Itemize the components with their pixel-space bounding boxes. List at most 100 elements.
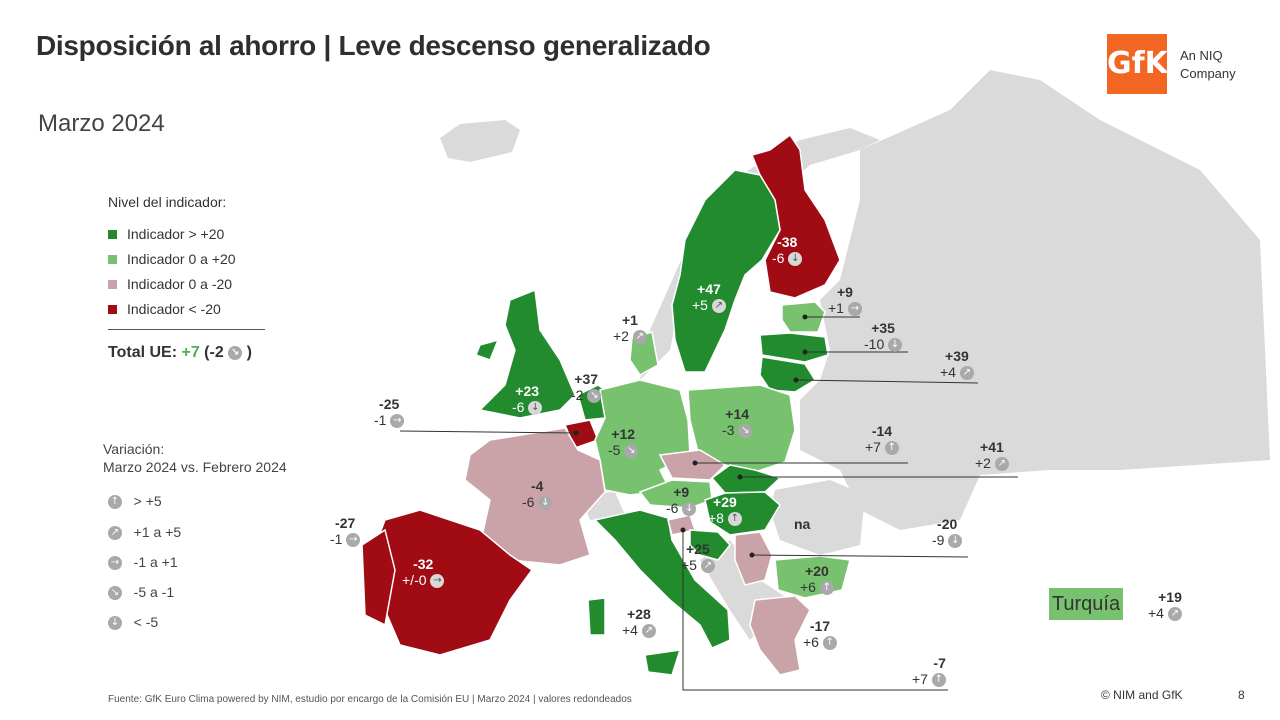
gfk-logo: GfK — [1107, 34, 1168, 94]
france-shape — [464, 427, 606, 566]
country-label-ie: +23 -6 ↓ — [512, 383, 543, 416]
country-label-se: +47 +5 ↗ — [692, 281, 726, 314]
slovakia-shape — [710, 464, 782, 494]
arrow-down-right-icon: ↘ — [738, 424, 753, 439]
legend-title: Nivel del indicador: — [108, 194, 227, 210]
country-label-hu: +29 +8 ↑ — [708, 494, 742, 527]
country-label-dk: +1 +2 ↗ — [613, 312, 647, 345]
country-label-lv: +35 -10 ↓ — [864, 320, 903, 353]
eu-countries — [361, 133, 851, 676]
country-label-ee: +9 +1 → — [828, 284, 862, 317]
arrow-right-icon: → — [390, 414, 405, 429]
ireland-shape — [475, 338, 500, 361]
romania-shape — [770, 480, 865, 555]
leader-dots — [573, 314, 808, 558]
country-label-gr: -17 +6 ↑ — [803, 618, 837, 651]
logo-tagline-line1: An NIQ — [1180, 48, 1223, 63]
country-label-nl: +37 -2 ↘ — [571, 371, 602, 404]
arrow-down-icon: ↓ — [108, 616, 122, 631]
country-label-hr: +25 +5 ↗ — [681, 541, 715, 574]
lithuania-shape — [759, 356, 817, 393]
czechia-shape — [658, 449, 727, 481]
arrow-up-right-icon: ↗ — [632, 330, 647, 345]
sicily-shape — [644, 649, 682, 676]
arrow-down-right-icon: ↘ — [624, 444, 639, 459]
arrow-up-icon: ↑ — [819, 581, 834, 596]
country-label-be: -25 -1 → — [374, 396, 405, 429]
page-subtitle: Marzo 2024 — [38, 110, 165, 137]
country-label-it: +28 +4 ↗ — [622, 606, 656, 639]
country-label-lu: -27 -1 → — [330, 515, 361, 548]
variation-item: → -1 a +1 — [108, 554, 178, 571]
arrow-right-icon: → — [430, 574, 445, 589]
arrow-right-icon: → — [108, 556, 122, 571]
arrow-up-icon: ↑ — [108, 495, 122, 510]
source-note: Fuente: GfK Euro Clima powered by NIM, e… — [108, 694, 632, 705]
turkey-box: Turquía — [1049, 588, 1123, 620]
country-label-tr: +19 +4 ↗ — [1148, 589, 1182, 622]
arrow-down-right-icon: ↘ — [587, 389, 602, 404]
arrow-down-icon: ↓ — [888, 338, 903, 353]
arrow-down-icon: ↓ — [538, 496, 553, 511]
variation-item: ↘ -5 a -1 — [108, 584, 174, 601]
sweden-shape — [671, 169, 781, 373]
variation-item: ↗ +1 a +5 — [108, 524, 181, 541]
iceland-shape — [440, 120, 520, 162]
arrow-up-right-icon: ↗ — [994, 457, 1009, 472]
arrow-down-right-icon: ↘ — [228, 345, 243, 360]
arrow-up-right-icon: ↗ — [700, 559, 715, 574]
croatia-shape — [689, 529, 731, 561]
variation-title: Variación: — [103, 441, 165, 457]
country-label-es: -32 +/-0 → — [402, 556, 445, 589]
legend-swatch — [108, 230, 117, 239]
country-label-de: +12 -5 ↘ — [608, 426, 639, 459]
country-label-ro: na — [794, 516, 811, 532]
country-label-bg: +20 +6 ↑ — [800, 563, 834, 596]
leader-lines — [399, 316, 1018, 691]
page-title: Disposición al ahorro | Leve descenso ge… — [36, 30, 711, 61]
arrow-down-icon: ↓ — [682, 502, 697, 517]
arrow-right-icon: → — [346, 533, 361, 548]
italy-shape — [593, 509, 731, 649]
latvia-shape — [759, 332, 829, 363]
arrow-up-icon: ↑ — [727, 512, 742, 527]
uk-shape — [478, 288, 576, 419]
arrow-down-icon: ↓ — [788, 252, 803, 267]
sardinia-shape — [587, 597, 606, 636]
country-label-lt: +39 +4 ↗ — [940, 348, 974, 381]
arrow-up-right-icon: ↗ — [1167, 607, 1182, 622]
variation-item: ↑ > +5 — [108, 493, 162, 510]
country-label-fr: -4 -6 ↓ — [522, 478, 553, 511]
arrow-down-icon: ↓ — [528, 401, 543, 416]
legend-divider — [108, 329, 265, 330]
total-eu: Total UE: +7 (-2 ↘ ) — [108, 344, 252, 361]
arrow-up-right-icon: ↗ — [641, 624, 656, 639]
arrow-up-icon: ↑ — [931, 673, 946, 688]
arrow-up-right-icon: ↗ — [108, 526, 122, 541]
arrow-up-icon: ↑ — [884, 441, 899, 456]
variation-subtitle: Marzo 2024 vs. Febrero 2024 — [103, 459, 287, 475]
logo-tagline-line2: Company — [1180, 66, 1236, 81]
arrow-right-icon: → — [847, 302, 862, 317]
copyright: © NIM and GfK — [1101, 688, 1183, 702]
country-label-at: +9 -6 ↓ — [666, 484, 697, 517]
country-label-mt: -7 +7 ↑ — [912, 655, 946, 688]
russia-belarus-ukraine-shape — [800, 70, 1270, 530]
country-label-sk: +41 +2 ↗ — [975, 439, 1009, 472]
arrow-up-icon: ↑ — [822, 636, 837, 651]
country-label-pl: +14 -3 ↘ — [722, 406, 753, 439]
legend-swatch — [108, 280, 117, 289]
arrow-down-icon: ↓ — [948, 534, 963, 549]
legend-swatch — [108, 305, 117, 314]
legend-swatch — [108, 255, 117, 264]
country-label-fi: -38 -6 ↓ — [772, 234, 803, 267]
portugal-shape — [361, 528, 396, 627]
arrow-up-right-icon: ↗ — [959, 366, 974, 381]
variation-item: ↓ < -5 — [108, 614, 158, 631]
page-number: 8 — [1238, 688, 1245, 702]
country-label-cz: -14 +7 ↑ — [865, 423, 899, 456]
greece-shape — [749, 595, 811, 676]
arrow-down-right-icon: ↘ — [108, 586, 122, 601]
arrow-up-right-icon: ↗ — [711, 299, 726, 314]
